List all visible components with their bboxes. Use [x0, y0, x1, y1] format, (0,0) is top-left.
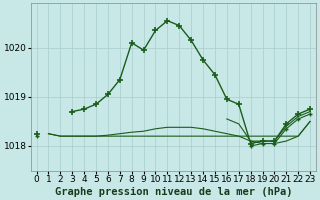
X-axis label: Graphe pression niveau de la mer (hPa): Graphe pression niveau de la mer (hPa)	[55, 186, 292, 197]
